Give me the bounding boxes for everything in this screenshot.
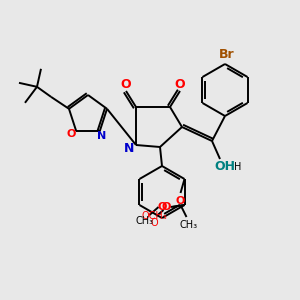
Text: O: O xyxy=(151,218,158,228)
Text: Br: Br xyxy=(219,49,235,62)
Text: O: O xyxy=(158,202,167,212)
Text: O: O xyxy=(121,77,131,91)
Text: N: N xyxy=(97,131,106,141)
Text: O: O xyxy=(67,129,76,139)
Text: CH₃: CH₃ xyxy=(136,216,154,226)
Text: N: N xyxy=(124,142,134,154)
Text: OH: OH xyxy=(214,160,236,172)
Text: O: O xyxy=(176,196,185,206)
Text: OCH₃: OCH₃ xyxy=(142,211,167,221)
Text: O: O xyxy=(175,77,185,91)
Text: H: H xyxy=(234,162,242,172)
Text: O: O xyxy=(162,202,171,212)
Text: CH₃: CH₃ xyxy=(179,220,198,230)
